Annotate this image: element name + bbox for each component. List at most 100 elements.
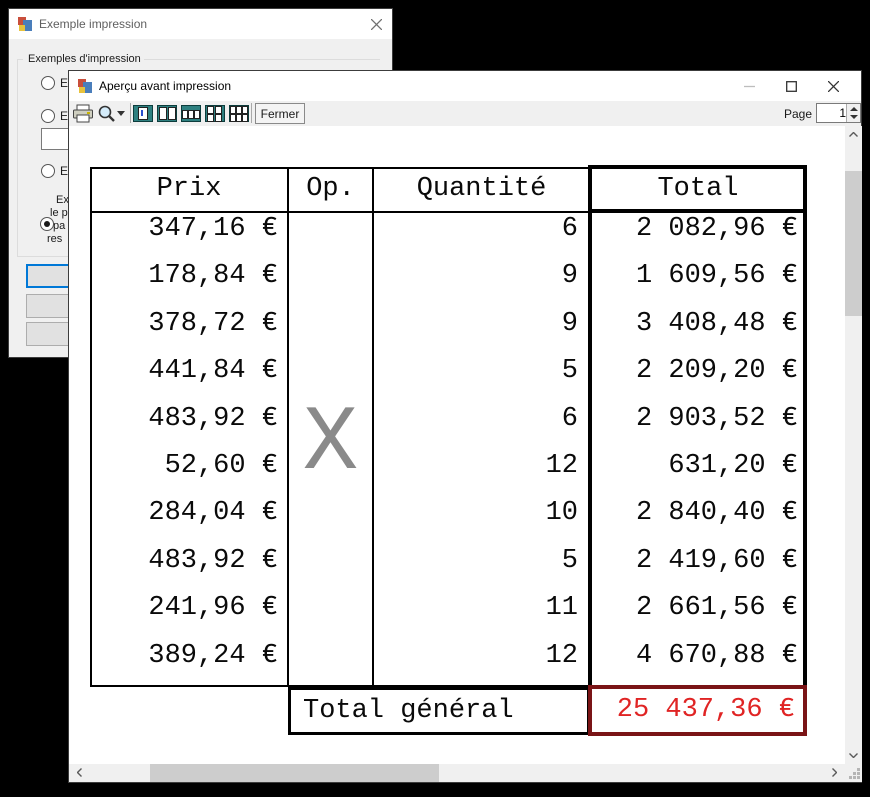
radio-option-3[interactable] <box>41 164 55 178</box>
app-icon <box>77 78 93 94</box>
prix-cell: 52,60 € <box>164 451 278 481</box>
prix-cell: 241,96 € <box>148 593 278 623</box>
header-op: Op. <box>306 174 355 204</box>
groupbox-border-left <box>17 59 18 256</box>
four-pages-icon <box>204 105 225 122</box>
close-icon <box>827 80 839 92</box>
grand-total-value-cell: 25 437,36 € <box>588 685 807 736</box>
prix-cell: 178,84 € <box>148 261 278 291</box>
header-quantite: Quantité <box>416 174 547 204</box>
titlebar[interactable]: Aperçu avant impression <box>69 71 861 101</box>
header-prix: Prix <box>156 174 222 204</box>
operator-x: X <box>302 391 359 496</box>
window-title: Aperçu avant impression <box>99 79 232 93</box>
groupbox-border-top-right <box>136 59 380 60</box>
toolbar: Fermer Page 1 <box>69 101 861 126</box>
print-button[interactable] <box>71 103 94 124</box>
resize-grip[interactable] <box>845 764 862 782</box>
radio-option-4-label-line1: Ex <box>56 194 69 206</box>
radio-option-2[interactable] <box>41 109 55 123</box>
toolbar-separator <box>251 103 252 123</box>
resize-grip-icon <box>849 768 860 779</box>
prix-cell: 284,04 € <box>148 498 278 528</box>
chevron-right-icon <box>832 768 837 777</box>
prix-cell: 441,84 € <box>148 356 278 386</box>
scroll-down-button[interactable] <box>845 747 862 764</box>
header-total: Total <box>657 174 739 204</box>
table-border <box>90 685 590 687</box>
groupbox-border-top-left <box>17 59 23 60</box>
window-title: Exemple impression <box>39 17 148 31</box>
two-pages-view-button[interactable] <box>155 103 178 124</box>
four-pages-view-button[interactable] <box>203 103 226 124</box>
scroll-up-button[interactable] <box>845 126 862 143</box>
scroll-right-button[interactable] <box>826 764 843 781</box>
quantite-cell: 9 <box>561 309 578 339</box>
fermer-button[interactable]: Fermer <box>255 103 305 124</box>
total-cell: 4 670,88 € <box>635 641 798 671</box>
chevron-down-icon <box>849 753 858 758</box>
total-cell: 2 840,40 € <box>635 498 798 528</box>
quantite-cell: 11 <box>545 593 578 623</box>
total-cell: 2 661,56 € <box>635 593 798 623</box>
table-border <box>90 167 590 169</box>
total-cell: 3 408,48 € <box>635 309 798 339</box>
radio-option-1[interactable] <box>41 76 55 90</box>
zoom-icon <box>98 105 115 122</box>
app-icon <box>17 16 33 32</box>
page-number-value: 1 <box>839 106 846 120</box>
radio-option-4-selected[interactable] <box>40 217 54 231</box>
printer-icon <box>72 104 93 122</box>
radio-option-4-label-line2: le p <box>50 207 68 219</box>
table-border <box>90 167 92 687</box>
scroll-left-button[interactable] <box>71 764 88 781</box>
total-cell: 2 903,52 € <box>635 404 798 434</box>
titlebar[interactable]: Exemple impression <box>9 9 392 39</box>
prix-cell: 389,24 € <box>148 641 278 671</box>
minimize-icon <box>743 85 755 87</box>
prix-cell: 483,92 € <box>148 546 278 576</box>
three-pages-view-button[interactable] <box>179 103 202 124</box>
horizontal-scrollbar-thumb[interactable] <box>150 764 439 782</box>
table-border <box>287 167 289 687</box>
arrow-down-icon <box>850 115 858 119</box>
chevron-left-icon <box>77 768 82 777</box>
maximize-icon <box>785 80 797 92</box>
close-button[interactable] <box>812 72 854 100</box>
one-page-icon <box>132 105 153 122</box>
two-pages-icon <box>156 105 177 122</box>
vertical-scrollbar-thumb[interactable] <box>845 171 862 316</box>
maximize-button[interactable] <box>770 72 812 100</box>
quantite-cell: 6 <box>561 404 578 434</box>
zoom-button[interactable] <box>95 103 118 124</box>
zoom-dropdown[interactable] <box>114 103 127 124</box>
quantite-cell: 6 <box>561 214 578 244</box>
total-cell: 1 609,56 € <box>635 261 798 291</box>
six-pages-view-button[interactable] <box>227 103 250 124</box>
radio-option-4-label-line4: res <box>47 233 63 245</box>
quantite-cell: 5 <box>561 356 578 386</box>
total-cell: 2 209,20 € <box>635 356 798 386</box>
quantite-cell: 12 <box>545 641 578 671</box>
prix-cell: 347,16 € <box>148 214 278 244</box>
table-border <box>90 211 590 213</box>
horizontal-scrollbar[interactable] <box>69 764 845 782</box>
close-button[interactable] <box>359 9 393 39</box>
total-cell: 2 419,60 € <box>635 546 798 576</box>
print-preview-page: Prix Op. Quantité Total X 347,16 € 6 2 082… <box>69 126 845 764</box>
grand-total-label-cell: Total général <box>288 687 590 735</box>
chevron-up-icon <box>849 132 858 137</box>
toolbar-separator <box>130 103 131 123</box>
three-pages-icon <box>180 105 201 122</box>
vertical-scrollbar[interactable] <box>845 126 862 764</box>
quantite-cell: 5 <box>561 546 578 576</box>
prix-cell: 378,72 € <box>148 309 278 339</box>
page-number-stepper[interactable]: 1 <box>816 103 861 123</box>
quantite-cell: 9 <box>561 261 578 291</box>
total-header-underline <box>592 209 803 213</box>
close-icon <box>370 18 382 30</box>
one-page-view-button[interactable] <box>131 103 154 124</box>
six-pages-icon <box>228 105 249 122</box>
stepper-arrows[interactable] <box>846 104 860 122</box>
table-border <box>372 167 374 687</box>
